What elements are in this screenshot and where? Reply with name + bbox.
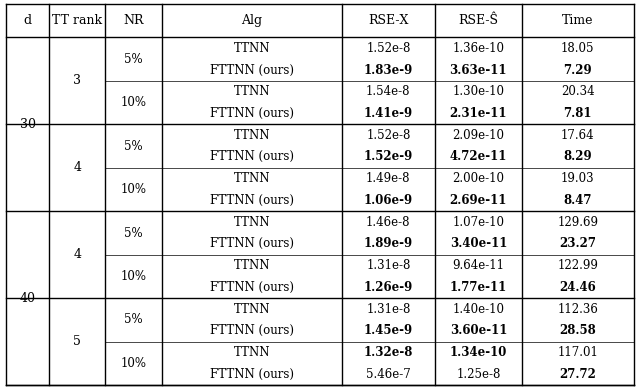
- Text: 1.25e-8: 1.25e-8: [456, 368, 500, 381]
- Text: 1.31e-8: 1.31e-8: [366, 303, 410, 315]
- Text: 27.72: 27.72: [559, 368, 596, 381]
- Text: 1.06e-9: 1.06e-9: [364, 194, 413, 207]
- Text: TTNN: TTNN: [234, 129, 270, 142]
- Text: TTNN: TTNN: [234, 346, 270, 359]
- Text: 10%: 10%: [121, 96, 147, 109]
- Text: FTTNN (ours): FTTNN (ours): [210, 107, 294, 120]
- Text: 30: 30: [20, 118, 36, 131]
- Text: 19.03: 19.03: [561, 172, 595, 185]
- Text: 5%: 5%: [124, 314, 143, 326]
- Text: RSE-Ŝ: RSE-Ŝ: [458, 14, 499, 27]
- Text: TTNN: TTNN: [234, 85, 270, 98]
- Text: TTNN: TTNN: [234, 259, 270, 272]
- Text: TTNN: TTNN: [234, 42, 270, 55]
- Text: 1.34e-10: 1.34e-10: [450, 346, 507, 359]
- Text: FTTNN (ours): FTTNN (ours): [210, 194, 294, 207]
- Text: 40: 40: [20, 292, 36, 305]
- Text: 2.09e-10: 2.09e-10: [452, 129, 504, 142]
- Text: 4.72e-11: 4.72e-11: [450, 151, 507, 163]
- Text: 129.69: 129.69: [557, 216, 598, 229]
- Text: 5%: 5%: [124, 140, 143, 152]
- Text: 1.07e-10: 1.07e-10: [452, 216, 504, 229]
- Text: 18.05: 18.05: [561, 42, 595, 55]
- Text: 3: 3: [73, 74, 81, 88]
- Text: 1.41e-9: 1.41e-9: [364, 107, 413, 120]
- Text: TTNN: TTNN: [234, 172, 270, 185]
- Text: 1.89e-9: 1.89e-9: [364, 237, 413, 251]
- Text: 10%: 10%: [121, 183, 147, 196]
- Text: FTTNN (ours): FTTNN (ours): [210, 237, 294, 251]
- Text: TTNN: TTNN: [234, 216, 270, 229]
- Text: 3.60e-11: 3.60e-11: [450, 324, 507, 337]
- Text: 7.29: 7.29: [563, 63, 592, 77]
- Text: 1.45e-9: 1.45e-9: [364, 324, 413, 337]
- Text: 8.29: 8.29: [563, 151, 592, 163]
- Text: 17.64: 17.64: [561, 129, 595, 142]
- Text: 3.40e-11: 3.40e-11: [450, 237, 507, 251]
- Text: FTTNN (ours): FTTNN (ours): [210, 63, 294, 77]
- Text: 1.30e-10: 1.30e-10: [452, 85, 504, 98]
- Text: FTTNN (ours): FTTNN (ours): [210, 324, 294, 337]
- Text: 5: 5: [74, 335, 81, 348]
- Text: 1.83e-9: 1.83e-9: [364, 63, 413, 77]
- Text: 28.58: 28.58: [559, 324, 596, 337]
- Text: 112.36: 112.36: [557, 303, 598, 315]
- Text: 2.69e-11: 2.69e-11: [450, 194, 507, 207]
- Text: Alg: Alg: [241, 14, 262, 27]
- Text: 1.46e-8: 1.46e-8: [366, 216, 411, 229]
- Text: 5%: 5%: [124, 226, 143, 240]
- Text: 5%: 5%: [124, 53, 143, 66]
- Text: 1.26e-9: 1.26e-9: [364, 281, 413, 294]
- Text: 4: 4: [73, 248, 81, 261]
- Text: 1.54e-8: 1.54e-8: [366, 85, 411, 98]
- Text: 1.40e-10: 1.40e-10: [452, 303, 504, 315]
- Text: 1.52e-9: 1.52e-9: [364, 151, 413, 163]
- Text: FTTNN (ours): FTTNN (ours): [210, 368, 294, 381]
- Text: TT rank: TT rank: [52, 14, 102, 27]
- Text: 1.52e-8: 1.52e-8: [366, 129, 410, 142]
- Text: 4: 4: [73, 161, 81, 174]
- Text: 1.31e-8: 1.31e-8: [366, 259, 410, 272]
- Text: 1.77e-11: 1.77e-11: [450, 281, 507, 294]
- Text: 9.64e-11: 9.64e-11: [452, 259, 504, 272]
- Text: 3.63e-11: 3.63e-11: [450, 63, 507, 77]
- Text: FTTNN (ours): FTTNN (ours): [210, 281, 294, 294]
- Text: 122.99: 122.99: [557, 259, 598, 272]
- Text: TTNN: TTNN: [234, 303, 270, 315]
- Text: 2.31e-11: 2.31e-11: [450, 107, 507, 120]
- Text: Time: Time: [562, 14, 593, 27]
- Text: 20.34: 20.34: [561, 85, 595, 98]
- Text: 24.46: 24.46: [559, 281, 596, 294]
- Text: 1.49e-8: 1.49e-8: [366, 172, 411, 185]
- Text: 1.36e-10: 1.36e-10: [452, 42, 504, 55]
- Text: 1.32e-8: 1.32e-8: [364, 346, 413, 359]
- Text: 23.27: 23.27: [559, 237, 596, 251]
- Text: 10%: 10%: [121, 270, 147, 283]
- Text: d: d: [24, 14, 32, 27]
- Text: 5.46e-7: 5.46e-7: [366, 368, 411, 381]
- Text: 7.81: 7.81: [564, 107, 592, 120]
- Text: 10%: 10%: [121, 357, 147, 370]
- Text: 117.01: 117.01: [557, 346, 598, 359]
- Text: 1.52e-8: 1.52e-8: [366, 42, 410, 55]
- Text: 2.00e-10: 2.00e-10: [452, 172, 504, 185]
- Text: 8.47: 8.47: [564, 194, 592, 207]
- Text: RSE-Χ: RSE-Χ: [368, 14, 408, 27]
- Text: NR: NR: [124, 14, 144, 27]
- Text: FTTNN (ours): FTTNN (ours): [210, 151, 294, 163]
